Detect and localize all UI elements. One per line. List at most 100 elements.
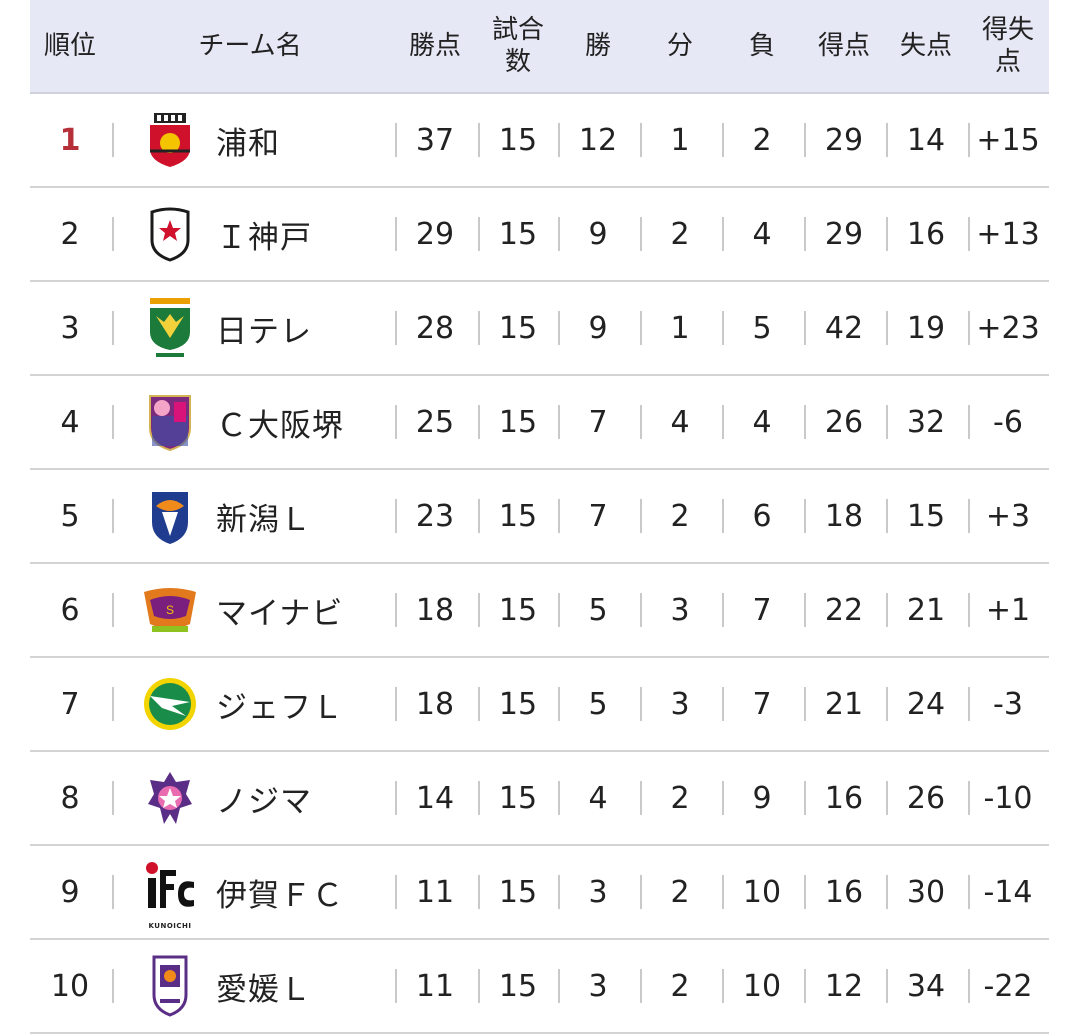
table-row[interactable]: 9 KUNOICHI 伊賀ＦＣ 11 15 3 2 10 16 30 -14 bbox=[30, 846, 1049, 940]
team-name[interactable]: ノジマ bbox=[216, 783, 312, 820]
drawn-cell: 2 bbox=[670, 216, 690, 252]
column-divider bbox=[722, 123, 724, 157]
won-cell: 3 bbox=[588, 874, 608, 910]
drawn-cell: 2 bbox=[670, 498, 690, 534]
column-divider bbox=[558, 969, 560, 1003]
column-divider bbox=[722, 875, 724, 909]
column-divider bbox=[968, 499, 970, 533]
table-row[interactable]: 6 S マイナビ 18 15 5 3 7 22 21 +1 bbox=[30, 564, 1049, 658]
column-divider bbox=[968, 593, 970, 627]
column-divider bbox=[804, 217, 806, 251]
points-cell: 18 bbox=[415, 686, 455, 722]
played-cell: 15 bbox=[498, 404, 538, 440]
table-row[interactable]: 5 新潟Ｌ 23 15 7 2 6 18 15 +3 bbox=[30, 470, 1049, 564]
goal-diff-cell: -10 bbox=[983, 780, 1033, 816]
column-divider bbox=[640, 593, 642, 627]
column-divider bbox=[558, 123, 560, 157]
goal-diff-cell: -6 bbox=[993, 404, 1023, 440]
iga-fc-kunoichi-logo-icon: KUNOICHI bbox=[140, 862, 200, 930]
mynavi-sendai-logo-icon: S bbox=[140, 580, 200, 640]
lost-cell: 2 bbox=[752, 122, 772, 158]
header-played-line1: 試合 bbox=[491, 15, 544, 45]
won-cell: 3 bbox=[588, 968, 608, 1004]
column-divider bbox=[640, 781, 642, 815]
team-name[interactable]: 浦和 bbox=[216, 125, 280, 162]
table-row[interactable]: 1 浦和 37 15 12 1 2 29 14 +15 bbox=[30, 94, 1049, 188]
drawn-cell: 1 bbox=[670, 122, 690, 158]
column-divider bbox=[968, 875, 970, 909]
column-divider bbox=[886, 969, 888, 1003]
table-row[interactable]: 2 Ｉ神戸 29 15 9 2 4 29 16 +13 bbox=[30, 188, 1049, 282]
column-divider bbox=[804, 875, 806, 909]
table-row[interactable]: 3 日テレ 28 15 9 1 5 42 19 +23 bbox=[30, 282, 1049, 376]
goals-for-cell: 29 bbox=[824, 216, 864, 252]
column-divider bbox=[395, 687, 397, 721]
column-divider bbox=[395, 593, 397, 627]
column-divider bbox=[478, 499, 480, 533]
goals-for-cell: 16 bbox=[824, 874, 864, 910]
table-row[interactable]: 7 ジェフＬ 18 15 5 3 7 21 24 -3 bbox=[30, 658, 1049, 752]
team-name[interactable]: Ｃ大阪堺 bbox=[216, 407, 344, 444]
standings-table: 順位 チーム名 勝点 試合 数 勝 分 負 得点 失点 得失 点 1 浦和 37 15… bbox=[30, 0, 1049, 1034]
column-divider bbox=[886, 311, 888, 345]
points-cell: 18 bbox=[415, 592, 455, 628]
table-row[interactable]: 8 ノジマ 14 15 4 2 9 16 26 -10 bbox=[30, 752, 1049, 846]
column-divider bbox=[558, 781, 560, 815]
niigata-ladies-logo-icon bbox=[140, 486, 200, 546]
table-row[interactable]: 4 Ｃ大阪堺 25 15 7 4 4 26 32 -6 bbox=[30, 376, 1049, 470]
column-divider bbox=[478, 123, 480, 157]
goal-diff-cell: +23 bbox=[976, 310, 1040, 346]
header-goal-diff-line2: 点 bbox=[994, 47, 1021, 77]
goal-diff-cell: -3 bbox=[993, 686, 1023, 722]
column-divider bbox=[722, 969, 724, 1003]
column-divider bbox=[112, 499, 114, 533]
goals-against-cell: 14 bbox=[906, 122, 946, 158]
goals-for-cell: 18 bbox=[824, 498, 864, 534]
lost-cell: 6 bbox=[752, 498, 772, 534]
column-divider bbox=[640, 405, 642, 439]
column-divider bbox=[722, 311, 724, 345]
won-cell: 5 bbox=[588, 592, 608, 628]
column-divider bbox=[558, 405, 560, 439]
column-divider bbox=[886, 123, 888, 157]
team-name[interactable]: ジェフＬ bbox=[216, 689, 344, 726]
goal-diff-cell: -14 bbox=[983, 874, 1033, 910]
header-drawn: 分 bbox=[666, 31, 693, 61]
goals-against-cell: 24 bbox=[906, 686, 946, 722]
column-divider bbox=[112, 405, 114, 439]
column-divider bbox=[558, 311, 560, 345]
column-divider bbox=[395, 123, 397, 157]
team-name[interactable]: マイナビ bbox=[216, 595, 344, 632]
table-row[interactable]: 10 愛媛Ｌ 11 15 3 2 10 12 34 -22 bbox=[30, 940, 1049, 1034]
goal-diff-cell: +1 bbox=[985, 592, 1031, 628]
column-divider bbox=[478, 217, 480, 251]
team-name[interactable]: Ｉ神戸 bbox=[216, 219, 312, 256]
column-divider bbox=[722, 217, 724, 251]
team-name[interactable]: 新潟Ｌ bbox=[216, 501, 312, 538]
column-divider bbox=[804, 781, 806, 815]
goal-diff-cell: -22 bbox=[983, 968, 1033, 1004]
goal-diff-cell: +13 bbox=[976, 216, 1040, 252]
column-divider bbox=[886, 875, 888, 909]
inac-kobe-logo-icon bbox=[140, 204, 200, 264]
won-cell: 7 bbox=[588, 498, 608, 534]
header-goals-for: 得点 bbox=[817, 31, 870, 61]
team-name[interactable]: 愛媛Ｌ bbox=[216, 971, 312, 1008]
played-cell: 15 bbox=[498, 968, 538, 1004]
goals-for-cell: 12 bbox=[824, 968, 864, 1004]
header-won: 勝 bbox=[584, 31, 611, 61]
rank-cell: 5 bbox=[60, 498, 80, 534]
column-divider bbox=[112, 969, 114, 1003]
column-divider bbox=[478, 875, 480, 909]
column-divider bbox=[478, 969, 480, 1003]
rank-cell: 6 bbox=[60, 592, 80, 628]
team-name[interactable]: 日テレ bbox=[216, 313, 312, 350]
header-played: 試合 数 bbox=[478, 0, 558, 92]
rank-cell: 1 bbox=[59, 122, 81, 158]
played-cell: 15 bbox=[498, 498, 538, 534]
lost-cell: 7 bbox=[752, 592, 772, 628]
column-divider bbox=[722, 499, 724, 533]
lost-cell: 10 bbox=[742, 968, 782, 1004]
team-name[interactable]: 伊賀ＦＣ bbox=[216, 877, 344, 914]
header-goal-diff: 得失 点 bbox=[968, 0, 1048, 92]
